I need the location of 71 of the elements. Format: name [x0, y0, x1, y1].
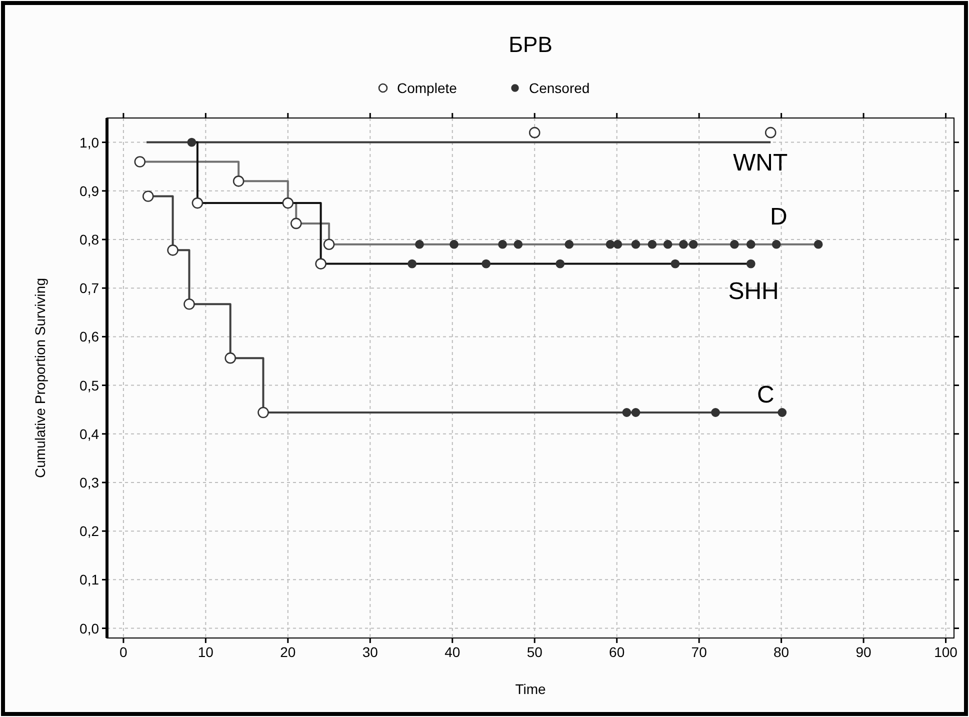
- point: [648, 240, 657, 249]
- y-axis-title: Cumulative Proportion Surviving: [32, 278, 48, 478]
- point: [663, 240, 672, 249]
- point: [746, 259, 756, 268]
- point: [498, 240, 507, 249]
- point: [290, 218, 302, 230]
- point: [622, 408, 632, 417]
- series-label: C: [756, 382, 774, 409]
- point: [408, 259, 417, 268]
- point: [746, 240, 756, 249]
- y-tick-label: 0,8: [80, 231, 100, 248]
- x-tick-label: 60: [609, 644, 625, 660]
- y-tick-label: 0,0: [80, 620, 100, 636]
- point: [315, 258, 326, 270]
- y-tick-label: 0,4: [80, 426, 100, 442]
- point: [142, 190, 154, 202]
- point: [224, 352, 236, 364]
- x-tick-label: 20: [280, 644, 296, 660]
- point: [711, 408, 720, 417]
- x-tick-label: 10: [198, 644, 214, 660]
- x-tick-label: 100: [934, 644, 958, 660]
- x-tick-label: 70: [691, 644, 708, 660]
- point: [613, 240, 622, 249]
- point: [814, 240, 823, 249]
- point: [528, 126, 540, 138]
- point: [556, 259, 565, 268]
- point: [282, 197, 294, 209]
- x-tick-label: 50: [526, 644, 543, 660]
- point: [134, 156, 146, 168]
- point: [187, 138, 196, 147]
- point: [167, 244, 178, 256]
- point: [232, 176, 244, 187]
- point: [415, 240, 424, 249]
- y-tick-label: 0,9: [80, 182, 100, 199]
- point: [778, 408, 787, 417]
- point: [192, 197, 204, 209]
- x-tick-label: 0: [120, 644, 128, 660]
- x-tick-label: 30: [362, 644, 378, 660]
- x-axis-title: Time: [515, 681, 546, 697]
- chart-title: БРВ: [508, 32, 552, 57]
- series-label: SHH: [728, 278, 779, 305]
- point: [514, 240, 523, 249]
- y-tick-label: 0,3: [80, 474, 100, 490]
- x-tick-label: 90: [856, 644, 872, 660]
- y-tick-label: 0,7: [80, 280, 100, 296]
- point: [679, 240, 688, 249]
- point: [564, 240, 574, 249]
- point: [184, 298, 195, 310]
- series-label: D: [770, 203, 788, 230]
- point: [606, 240, 615, 249]
- legend-label: Complete: [397, 80, 458, 96]
- point: [631, 408, 640, 417]
- x-tick-label: 80: [774, 644, 790, 660]
- point: [450, 240, 458, 249]
- series-label: WNT: [732, 149, 788, 176]
- point: [730, 240, 739, 249]
- point: [670, 259, 680, 268]
- point: [482, 259, 491, 268]
- x-tick-label: 40: [444, 644, 460, 660]
- legend-label: Censored: [529, 80, 590, 96]
- point: [772, 240, 781, 249]
- y-tick-label: 0,2: [80, 523, 100, 540]
- point: [688, 240, 698, 249]
- point: [764, 126, 776, 138]
- point: [323, 238, 335, 250]
- y-tick-label: 1,0: [80, 134, 100, 150]
- point: [258, 406, 269, 418]
- y-tick-label: 0,6: [80, 328, 100, 345]
- y-tick-label: 0,1: [80, 572, 100, 588]
- y-tick-label: 0,5: [80, 377, 100, 394]
- point: [631, 240, 640, 249]
